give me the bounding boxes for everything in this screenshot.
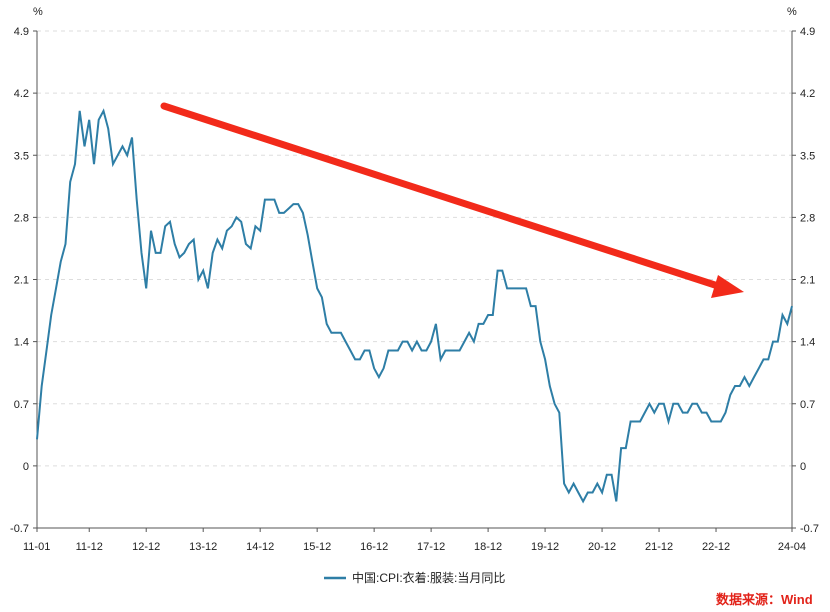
trend-arrow (160, 102, 744, 298)
trend-arrow-shaft (160, 102, 722, 290)
series-line (36, 108, 793, 504)
x-tick-label: 11-01 (23, 541, 50, 553)
x-tick-label: 20-12 (588, 541, 616, 553)
legend-label: 中国:CPI:衣着:服装:当月同比 (352, 570, 505, 585)
y-tick-label-right: 3.5 (800, 150, 815, 162)
y-tick-label-right: -0.7 (800, 523, 819, 535)
x-tick-label: 21-12 (645, 541, 673, 553)
y-tick-label-left: 0 (23, 461, 29, 473)
y-tick-label-right: 0.7 (800, 399, 815, 411)
legend: 中国:CPI:衣着:服装:当月同比 (324, 570, 505, 585)
x-tick-label: 15-12 (303, 541, 331, 553)
x-tick-label: 24-04 (778, 541, 806, 553)
x-axis-ticks: 11-01 11-12 12-12 13-12 14-12 15-12 16-12 17-12… (23, 528, 806, 553)
y-tick-label-right: 2.1 (800, 275, 815, 287)
y-tick-label-left: 2.1 (14, 275, 29, 287)
y-tick-label-left: 1.4 (14, 337, 29, 349)
trend-arrow-head (711, 275, 744, 298)
left-unit-label: % (33, 6, 43, 18)
y-tick-label-right: 2.8 (800, 212, 815, 224)
y-axis-left-ticks: 4.9 4.2 3.5 2.8 2.1 1.4 0.7 0 -0.7 (10, 26, 37, 535)
x-tick-label: 19-12 (531, 541, 559, 553)
x-tick-label: 13-12 (189, 541, 217, 553)
x-tick-label: 22-12 (702, 541, 730, 553)
y-tick-label-right: 4.2 (800, 88, 815, 100)
x-tick-label: 17-12 (417, 541, 445, 553)
gridlines (37, 30, 792, 529)
y-tick-label-left: 0.7 (14, 399, 29, 411)
y-tick-label-left: 4.9 (14, 26, 29, 38)
source-note: 数据来源：Wind (716, 592, 813, 607)
x-tick-label: 12-12 (132, 541, 160, 553)
y-tick-label-right: 0 (800, 461, 806, 473)
y-axis-right-ticks: 4.9 4.2 3.5 2.8 2.1 1.4 0.7 0 -0.7 (792, 26, 819, 535)
x-tick-label: 16-12 (360, 541, 388, 553)
y-tick-label-right: 4.9 (800, 26, 815, 38)
y-tick-label-left: 2.8 (14, 212, 29, 224)
x-tick-label: 11-12 (76, 541, 103, 553)
y-tick-label-left: -0.7 (10, 523, 29, 535)
x-tick-label: 14-12 (246, 541, 274, 553)
y-tick-label-right: 1.4 (800, 337, 815, 349)
series-points (36, 110, 793, 502)
y-tick-label-left: 3.5 (14, 150, 29, 162)
right-unit-label: % (787, 6, 797, 18)
x-tick-label: 18-12 (474, 541, 502, 553)
y-tick-label-left: 4.2 (14, 88, 29, 100)
